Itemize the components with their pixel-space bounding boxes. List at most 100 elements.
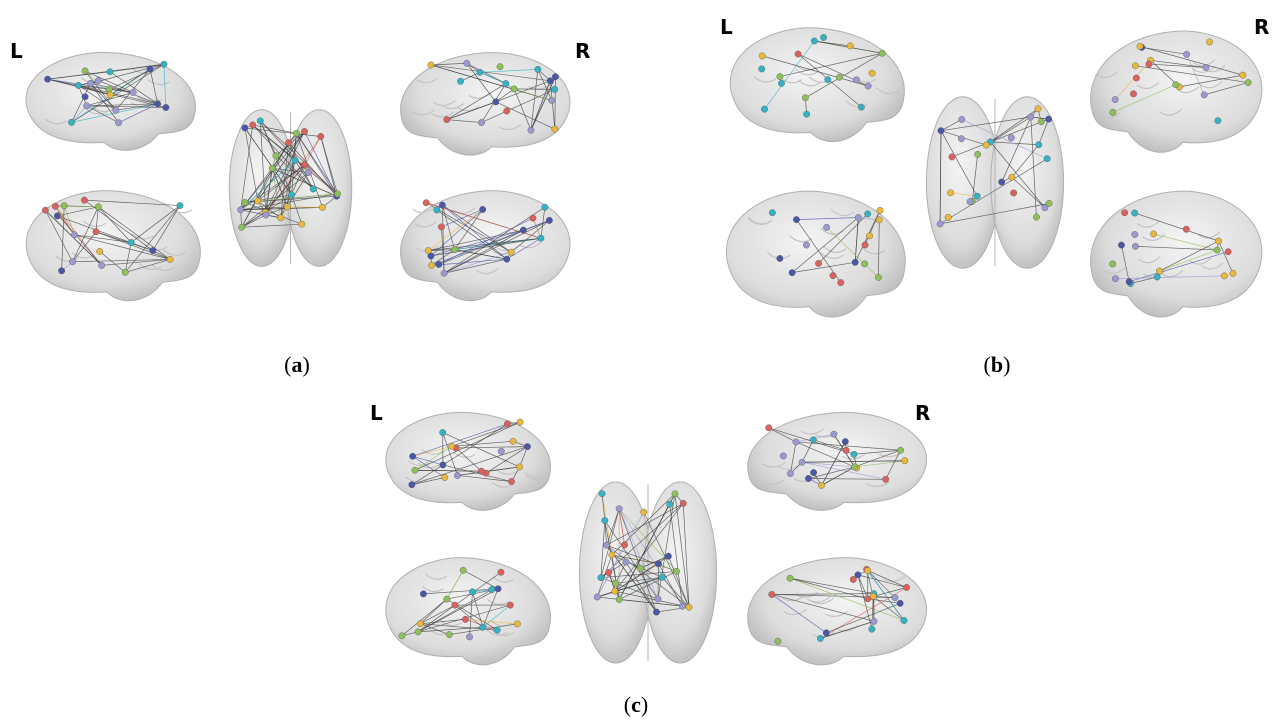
node <box>811 38 817 44</box>
node <box>452 602 458 608</box>
node <box>504 421 510 427</box>
node <box>876 217 882 223</box>
node <box>810 437 816 443</box>
node <box>1132 243 1138 249</box>
node <box>242 125 248 131</box>
node <box>423 200 429 206</box>
node <box>680 500 686 506</box>
brain-view <box>386 412 551 510</box>
brain-view <box>726 191 905 317</box>
node <box>1045 116 1051 122</box>
node <box>439 202 445 208</box>
brain-view <box>926 97 1063 269</box>
node <box>538 235 544 241</box>
node <box>440 429 446 435</box>
node <box>42 207 48 213</box>
node <box>686 604 692 610</box>
node <box>425 247 431 253</box>
node <box>273 152 279 158</box>
node <box>1132 210 1138 216</box>
node <box>793 439 799 445</box>
node <box>847 43 853 49</box>
brain-view <box>401 53 570 156</box>
node <box>535 66 541 72</box>
node <box>480 624 486 630</box>
node <box>805 475 811 481</box>
node <box>71 232 77 238</box>
node <box>605 569 611 575</box>
node <box>520 227 526 233</box>
node <box>947 190 953 196</box>
node <box>489 586 495 592</box>
node <box>81 197 87 203</box>
node <box>959 116 965 122</box>
node <box>498 569 504 575</box>
node <box>842 438 848 444</box>
node <box>75 82 81 88</box>
node <box>61 203 67 209</box>
left-label: L <box>720 15 733 39</box>
node <box>154 101 160 107</box>
brain-view <box>579 482 716 663</box>
node <box>815 260 821 266</box>
caption-part: ( <box>984 352 991 377</box>
node <box>454 472 460 478</box>
node <box>460 567 466 573</box>
node <box>949 154 955 160</box>
node <box>1214 247 1220 253</box>
node <box>434 207 440 213</box>
node <box>1010 190 1016 196</box>
brain-view <box>1091 31 1262 152</box>
node <box>855 214 861 220</box>
node <box>87 80 93 86</box>
node <box>851 464 857 470</box>
node <box>775 638 781 644</box>
node <box>659 574 665 580</box>
node <box>478 468 484 474</box>
node <box>310 186 316 192</box>
node <box>1009 174 1015 180</box>
node <box>945 214 951 220</box>
brain-outline <box>26 52 195 150</box>
node <box>436 261 442 267</box>
node <box>115 120 121 126</box>
node <box>641 509 647 515</box>
node <box>1112 276 1118 282</box>
node <box>1137 43 1143 49</box>
node <box>546 217 552 223</box>
node <box>469 589 475 595</box>
node <box>444 116 450 122</box>
node <box>1221 273 1227 279</box>
node <box>442 474 448 480</box>
node <box>789 269 795 275</box>
node <box>616 505 622 511</box>
brain-view <box>26 191 200 301</box>
node <box>292 157 298 163</box>
node <box>793 216 799 222</box>
node <box>508 478 514 484</box>
node <box>517 419 523 425</box>
node <box>1110 109 1116 115</box>
node <box>399 633 405 639</box>
node <box>466 634 472 640</box>
node <box>612 580 618 586</box>
node <box>552 126 558 132</box>
node <box>82 68 88 74</box>
node <box>1036 142 1042 148</box>
caption-part: ) <box>641 692 648 717</box>
node <box>853 77 859 83</box>
node <box>1183 226 1189 232</box>
node <box>409 481 415 487</box>
node <box>150 247 156 253</box>
node <box>288 192 294 198</box>
node <box>673 568 679 574</box>
node <box>802 95 808 101</box>
node <box>477 69 483 75</box>
node <box>780 453 786 459</box>
node <box>428 62 434 68</box>
caption: (b) <box>984 352 1011 377</box>
node <box>238 224 244 230</box>
node <box>448 443 454 449</box>
node <box>862 242 868 248</box>
node <box>766 425 772 431</box>
